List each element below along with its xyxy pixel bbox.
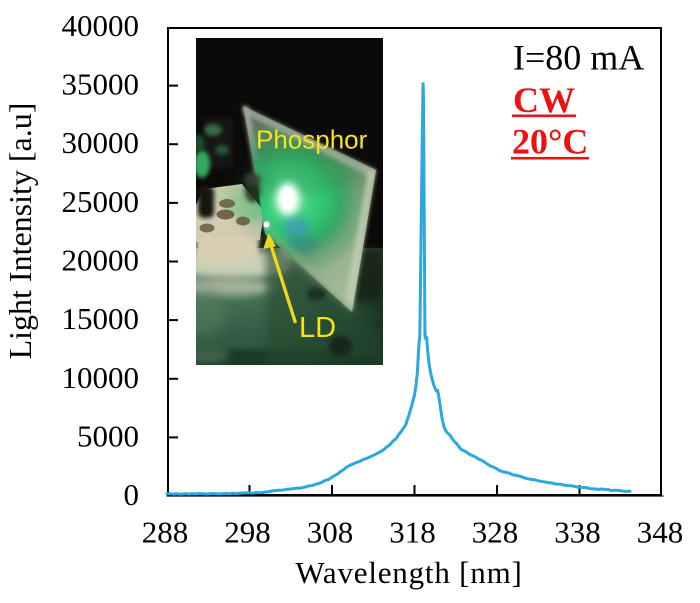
- svg-text:348: 348: [637, 515, 684, 550]
- svg-text:308: 308: [307, 515, 354, 550]
- svg-text:10000: 10000: [62, 360, 140, 395]
- svg-text:40000: 40000: [62, 8, 140, 43]
- svg-text:0: 0: [124, 477, 140, 512]
- svg-text:25000: 25000: [62, 184, 140, 219]
- svg-text:Wavelength [nm]: Wavelength [nm]: [295, 555, 522, 590]
- svg-text:Phosphor: Phosphor: [256, 125, 368, 155]
- svg-text:35000: 35000: [62, 67, 140, 102]
- svg-text:338: 338: [554, 515, 601, 550]
- svg-text:328: 328: [472, 515, 519, 550]
- svg-text:20000: 20000: [62, 243, 140, 278]
- svg-text:5000: 5000: [77, 418, 139, 453]
- svg-text:288: 288: [142, 515, 189, 550]
- svg-text:LD: LD: [299, 312, 336, 344]
- svg-text:I=80 mA: I=80 mA: [513, 38, 644, 78]
- svg-text:CW: CW: [513, 80, 575, 120]
- svg-text:15000: 15000: [62, 301, 140, 336]
- svg-text:20°C: 20°C: [512, 122, 588, 162]
- svg-text:298: 298: [224, 515, 271, 550]
- svg-text:30000: 30000: [62, 125, 140, 160]
- svg-text:318: 318: [389, 515, 436, 550]
- svg-text:Light Intensity [a.u]: Light Intensity [a.u]: [2, 103, 38, 360]
